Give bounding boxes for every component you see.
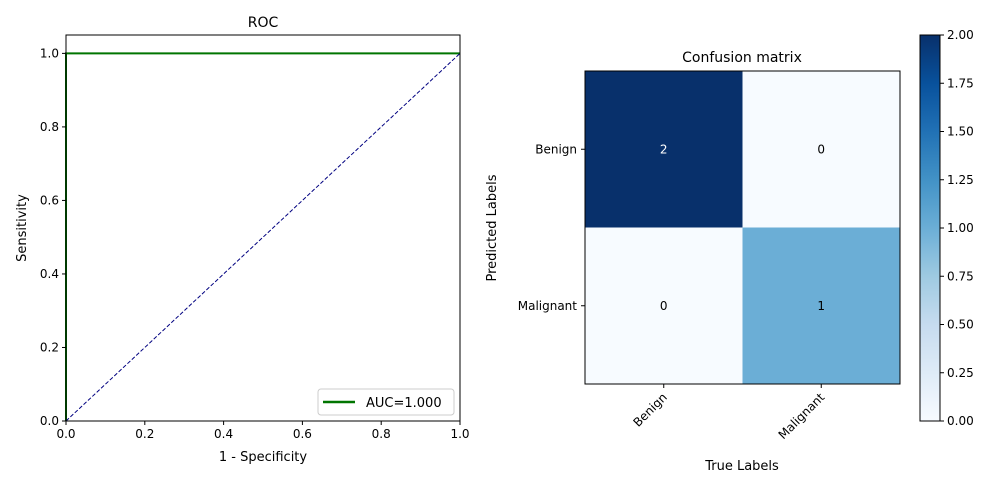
cm-x-tick-label: Malignant xyxy=(776,390,828,442)
roc-x-tick-label: 0.6 xyxy=(293,427,312,441)
cm-x-tick-label: Benign xyxy=(630,390,669,429)
roc-y-ticks: 0.0 0.2 0.4 0.6 0.8 1.0 xyxy=(40,46,66,428)
roc-y-tick-label: 0.8 xyxy=(40,120,59,134)
roc-y-tick-label: 0.6 xyxy=(40,193,59,207)
cm-cell xyxy=(585,71,743,228)
roc-x-tick-label: 0.0 xyxy=(56,427,75,441)
roc-axes-frame xyxy=(65,34,461,422)
roc-x-axis-label: 1 - Specificity xyxy=(219,450,308,465)
colorbar-tick-label: 0.25 xyxy=(947,366,974,380)
colorbar-tick-label: 0.50 xyxy=(947,318,974,332)
cm-y-tick-label: Benign xyxy=(535,142,577,156)
cm-title: Confusion matrix xyxy=(682,50,802,66)
roc-series-1 xyxy=(65,53,461,422)
cm-y-tick-label: Malignant xyxy=(518,299,578,313)
roc-legend: AUC=1.000 xyxy=(317,388,455,416)
cm-x-ticks: Benign Malignant xyxy=(630,384,828,442)
cm-x-axis-label: True Labels xyxy=(704,459,779,474)
cm-cell-value: 0 xyxy=(817,142,825,156)
colorbar-tick-label: 2.00 xyxy=(947,28,974,42)
roc-y-tick-label: 0.2 xyxy=(40,340,59,354)
cm-cell xyxy=(585,227,743,384)
roc-x-tick-label: 0.2 xyxy=(135,427,154,441)
roc-x-tick-label: 0.4 xyxy=(214,427,233,441)
cm-y-ticks: Benign Malignant xyxy=(518,142,585,313)
colorbar-gradient xyxy=(919,34,941,422)
roc-y-tick-label: 0.0 xyxy=(40,414,59,428)
cm-cell-value: 1 xyxy=(817,299,825,313)
roc-title: ROC xyxy=(248,15,279,31)
colorbar-tick-label: 1.75 xyxy=(947,76,974,90)
colorbar-tick-label: 1.25 xyxy=(947,173,974,187)
roc-x-tick-label: 1.0 xyxy=(450,427,469,441)
roc-y-tick-label: 1.0 xyxy=(40,46,59,60)
colorbar: 0.00 0.25 0.50 0.75 1.00 1.25 1.50 1.75 2.00 xyxy=(919,28,974,428)
roc-legend-box xyxy=(317,388,455,416)
roc-y-axis-label: Sensitivity xyxy=(15,194,30,262)
roc-legend-label: AUC=1.000 xyxy=(366,396,442,411)
roc-series-layer xyxy=(65,52,461,422)
colorbar-ticks: 0.00 0.25 0.50 0.75 1.00 1.25 1.50 1.75 2.00 xyxy=(940,28,974,428)
roc-chart: ROC 0.0 0.2 0.4 0.6 0.8 1.0 0.0 0.2 0.4 0.6 0.8 1.… xyxy=(15,15,470,465)
roc-x-tick-label: 0.8 xyxy=(372,427,391,441)
cm-y-axis-label: Predicted Labels xyxy=(485,174,500,281)
cm-cell-value: 2 xyxy=(660,142,668,156)
roc-x-ticks: 0.0 0.2 0.4 0.6 0.8 1.0 xyxy=(56,421,470,441)
roc-y-tick-label: 0.4 xyxy=(40,267,59,281)
cm-axes-frame xyxy=(584,70,901,385)
confusion-matrix-chart: Confusion matrix 2 00 1 Benign Malignant Be… xyxy=(485,50,901,474)
cm-cells-layer: 2 00 1 xyxy=(585,71,900,384)
colorbar-tick-label: 0.00 xyxy=(947,414,974,428)
colorbar-tick-label: 0.75 xyxy=(947,269,974,283)
colorbar-tick-label: 1.50 xyxy=(947,125,974,139)
cm-cell xyxy=(742,227,900,384)
colorbar-tick-label: 1.00 xyxy=(947,221,974,235)
cm-cell-value: 0 xyxy=(660,299,668,313)
cm-cell xyxy=(742,71,900,228)
